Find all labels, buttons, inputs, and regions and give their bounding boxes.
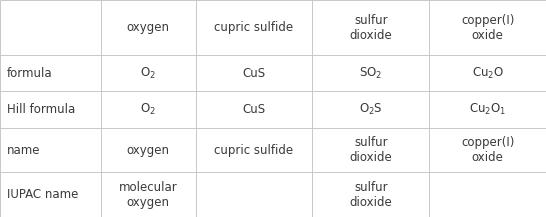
Text: molecular
oxygen: molecular oxygen <box>118 181 177 209</box>
Text: O$_{\mathregular{2}}$: O$_{\mathregular{2}}$ <box>140 66 156 81</box>
Text: CuS: CuS <box>242 67 265 80</box>
Text: SO$_{\mathregular{2}}$: SO$_{\mathregular{2}}$ <box>359 66 382 81</box>
Text: O$_{\mathregular{2}}$: O$_{\mathregular{2}}$ <box>140 102 156 117</box>
Text: formula: formula <box>7 67 52 80</box>
Text: sulfur
dioxide: sulfur dioxide <box>349 136 392 164</box>
Text: cupric sulfide: cupric sulfide <box>215 21 294 34</box>
Text: cupric sulfide: cupric sulfide <box>215 143 294 156</box>
Text: oxygen: oxygen <box>127 21 170 34</box>
Text: Cu$_{\mathregular{2}}$O: Cu$_{\mathregular{2}}$O <box>472 66 503 81</box>
Text: CuS: CuS <box>242 103 265 116</box>
Text: name: name <box>7 143 40 156</box>
Text: Hill formula: Hill formula <box>7 103 75 116</box>
Text: copper(I)
oxide: copper(I) oxide <box>461 13 514 41</box>
Text: sulfur
dioxide: sulfur dioxide <box>349 181 392 209</box>
Text: oxygen: oxygen <box>127 143 170 156</box>
Text: sulfur
dioxide: sulfur dioxide <box>349 13 392 41</box>
Text: O$_{\mathregular{2}}$S: O$_{\mathregular{2}}$S <box>359 102 383 117</box>
Text: Cu$_{\mathregular{2}}$O$_{\mathregular{1}}$: Cu$_{\mathregular{2}}$O$_{\mathregular{1… <box>469 102 506 117</box>
Text: copper(I)
oxide: copper(I) oxide <box>461 136 514 164</box>
Text: IUPAC name: IUPAC name <box>7 188 78 201</box>
